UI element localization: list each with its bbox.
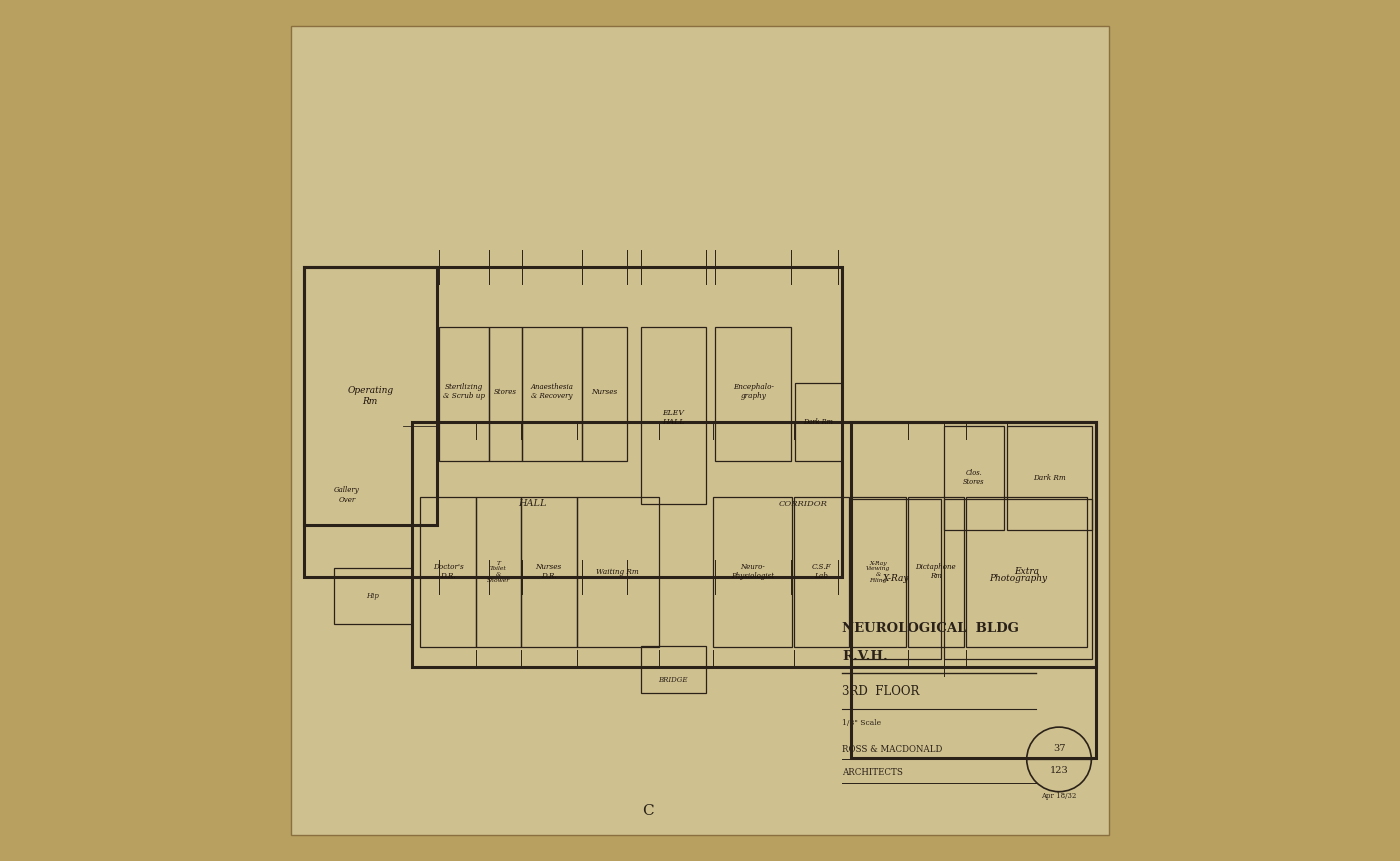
Text: ELEV
HALL: ELEV HALL xyxy=(662,409,685,426)
Bar xyxy=(412,422,1096,667)
Bar xyxy=(420,497,476,647)
Text: Hip: Hip xyxy=(367,592,379,600)
Bar xyxy=(522,327,582,461)
Text: R.V.H.: R.V.H. xyxy=(841,649,888,663)
Text: X-Ray: X-Ray xyxy=(882,574,909,583)
Bar xyxy=(476,497,521,647)
Text: 37: 37 xyxy=(1053,744,1065,753)
Bar xyxy=(966,497,1086,647)
Text: Nurses
D.R.: Nurses D.R. xyxy=(535,563,561,580)
Text: Dark Rm: Dark Rm xyxy=(804,418,833,426)
Text: Anaesthesia
& Recovery: Anaesthesia & Recovery xyxy=(531,383,574,400)
Text: 3RD  FLOOR: 3RD FLOOR xyxy=(841,684,920,698)
Text: Operating
Rm: Operating Rm xyxy=(347,387,393,406)
Bar xyxy=(907,497,965,647)
Text: ARCHITECTS: ARCHITECTS xyxy=(841,768,903,777)
Text: Stores: Stores xyxy=(494,387,517,396)
Text: Gallery
Over: Gallery Over xyxy=(335,486,360,504)
Bar xyxy=(851,422,1096,758)
Bar xyxy=(795,383,841,461)
Text: 1/8" Scale: 1/8" Scale xyxy=(841,719,881,728)
Bar xyxy=(944,499,1092,659)
Text: Doctor's
D.R.: Doctor's D.R. xyxy=(433,563,463,580)
Text: X-Ray
Viewing
&
Filing: X-Ray Viewing & Filing xyxy=(867,561,890,583)
Text: C.S.F
Lab: C.S.F Lab xyxy=(812,563,832,580)
Bar xyxy=(304,267,437,525)
Bar xyxy=(440,327,489,461)
Bar xyxy=(715,327,791,461)
Text: Dark Rm: Dark Rm xyxy=(1033,474,1065,482)
Bar xyxy=(713,497,792,647)
Text: Neuro-
Physiologist: Neuro- Physiologist xyxy=(731,563,774,580)
Text: Clos.
Stores: Clos. Stores xyxy=(963,469,984,486)
Bar xyxy=(521,497,577,647)
Bar xyxy=(944,426,1004,530)
Text: CORRIDOR: CORRIDOR xyxy=(778,499,827,508)
Bar xyxy=(577,497,658,647)
Bar xyxy=(851,499,941,659)
Bar xyxy=(641,646,706,693)
Text: BRIDGE: BRIDGE xyxy=(658,676,687,684)
Bar xyxy=(335,568,412,624)
Bar xyxy=(641,327,706,504)
Text: NEUROLOGICAL  BLDG: NEUROLOGICAL BLDG xyxy=(841,622,1019,635)
Bar xyxy=(794,497,848,647)
Text: Apr 18/32: Apr 18/32 xyxy=(1042,792,1077,801)
Text: ROSS & MACDONALD: ROSS & MACDONALD xyxy=(841,745,942,753)
Text: Nurses: Nurses xyxy=(591,387,617,396)
Bar xyxy=(851,497,906,647)
Text: Waiting Rm: Waiting Rm xyxy=(596,567,638,576)
Bar xyxy=(1008,426,1092,530)
Bar xyxy=(304,267,841,577)
Text: Sterilizing
& Scrub up: Sterilizing & Scrub up xyxy=(442,383,484,400)
Text: Photography: Photography xyxy=(988,574,1047,583)
Text: Extra: Extra xyxy=(1014,567,1039,576)
Text: T
Toilet
&
Shower: T Toilet & Shower xyxy=(487,561,510,583)
Text: Dictaphone
Rm: Dictaphone Rm xyxy=(916,563,956,580)
Bar xyxy=(582,327,627,461)
Bar xyxy=(489,327,522,461)
Text: HALL: HALL xyxy=(518,499,546,508)
Text: Encephalo-
graphy: Encephalo- graphy xyxy=(732,383,774,400)
Text: C: C xyxy=(643,804,654,818)
Text: 123: 123 xyxy=(1050,766,1068,775)
